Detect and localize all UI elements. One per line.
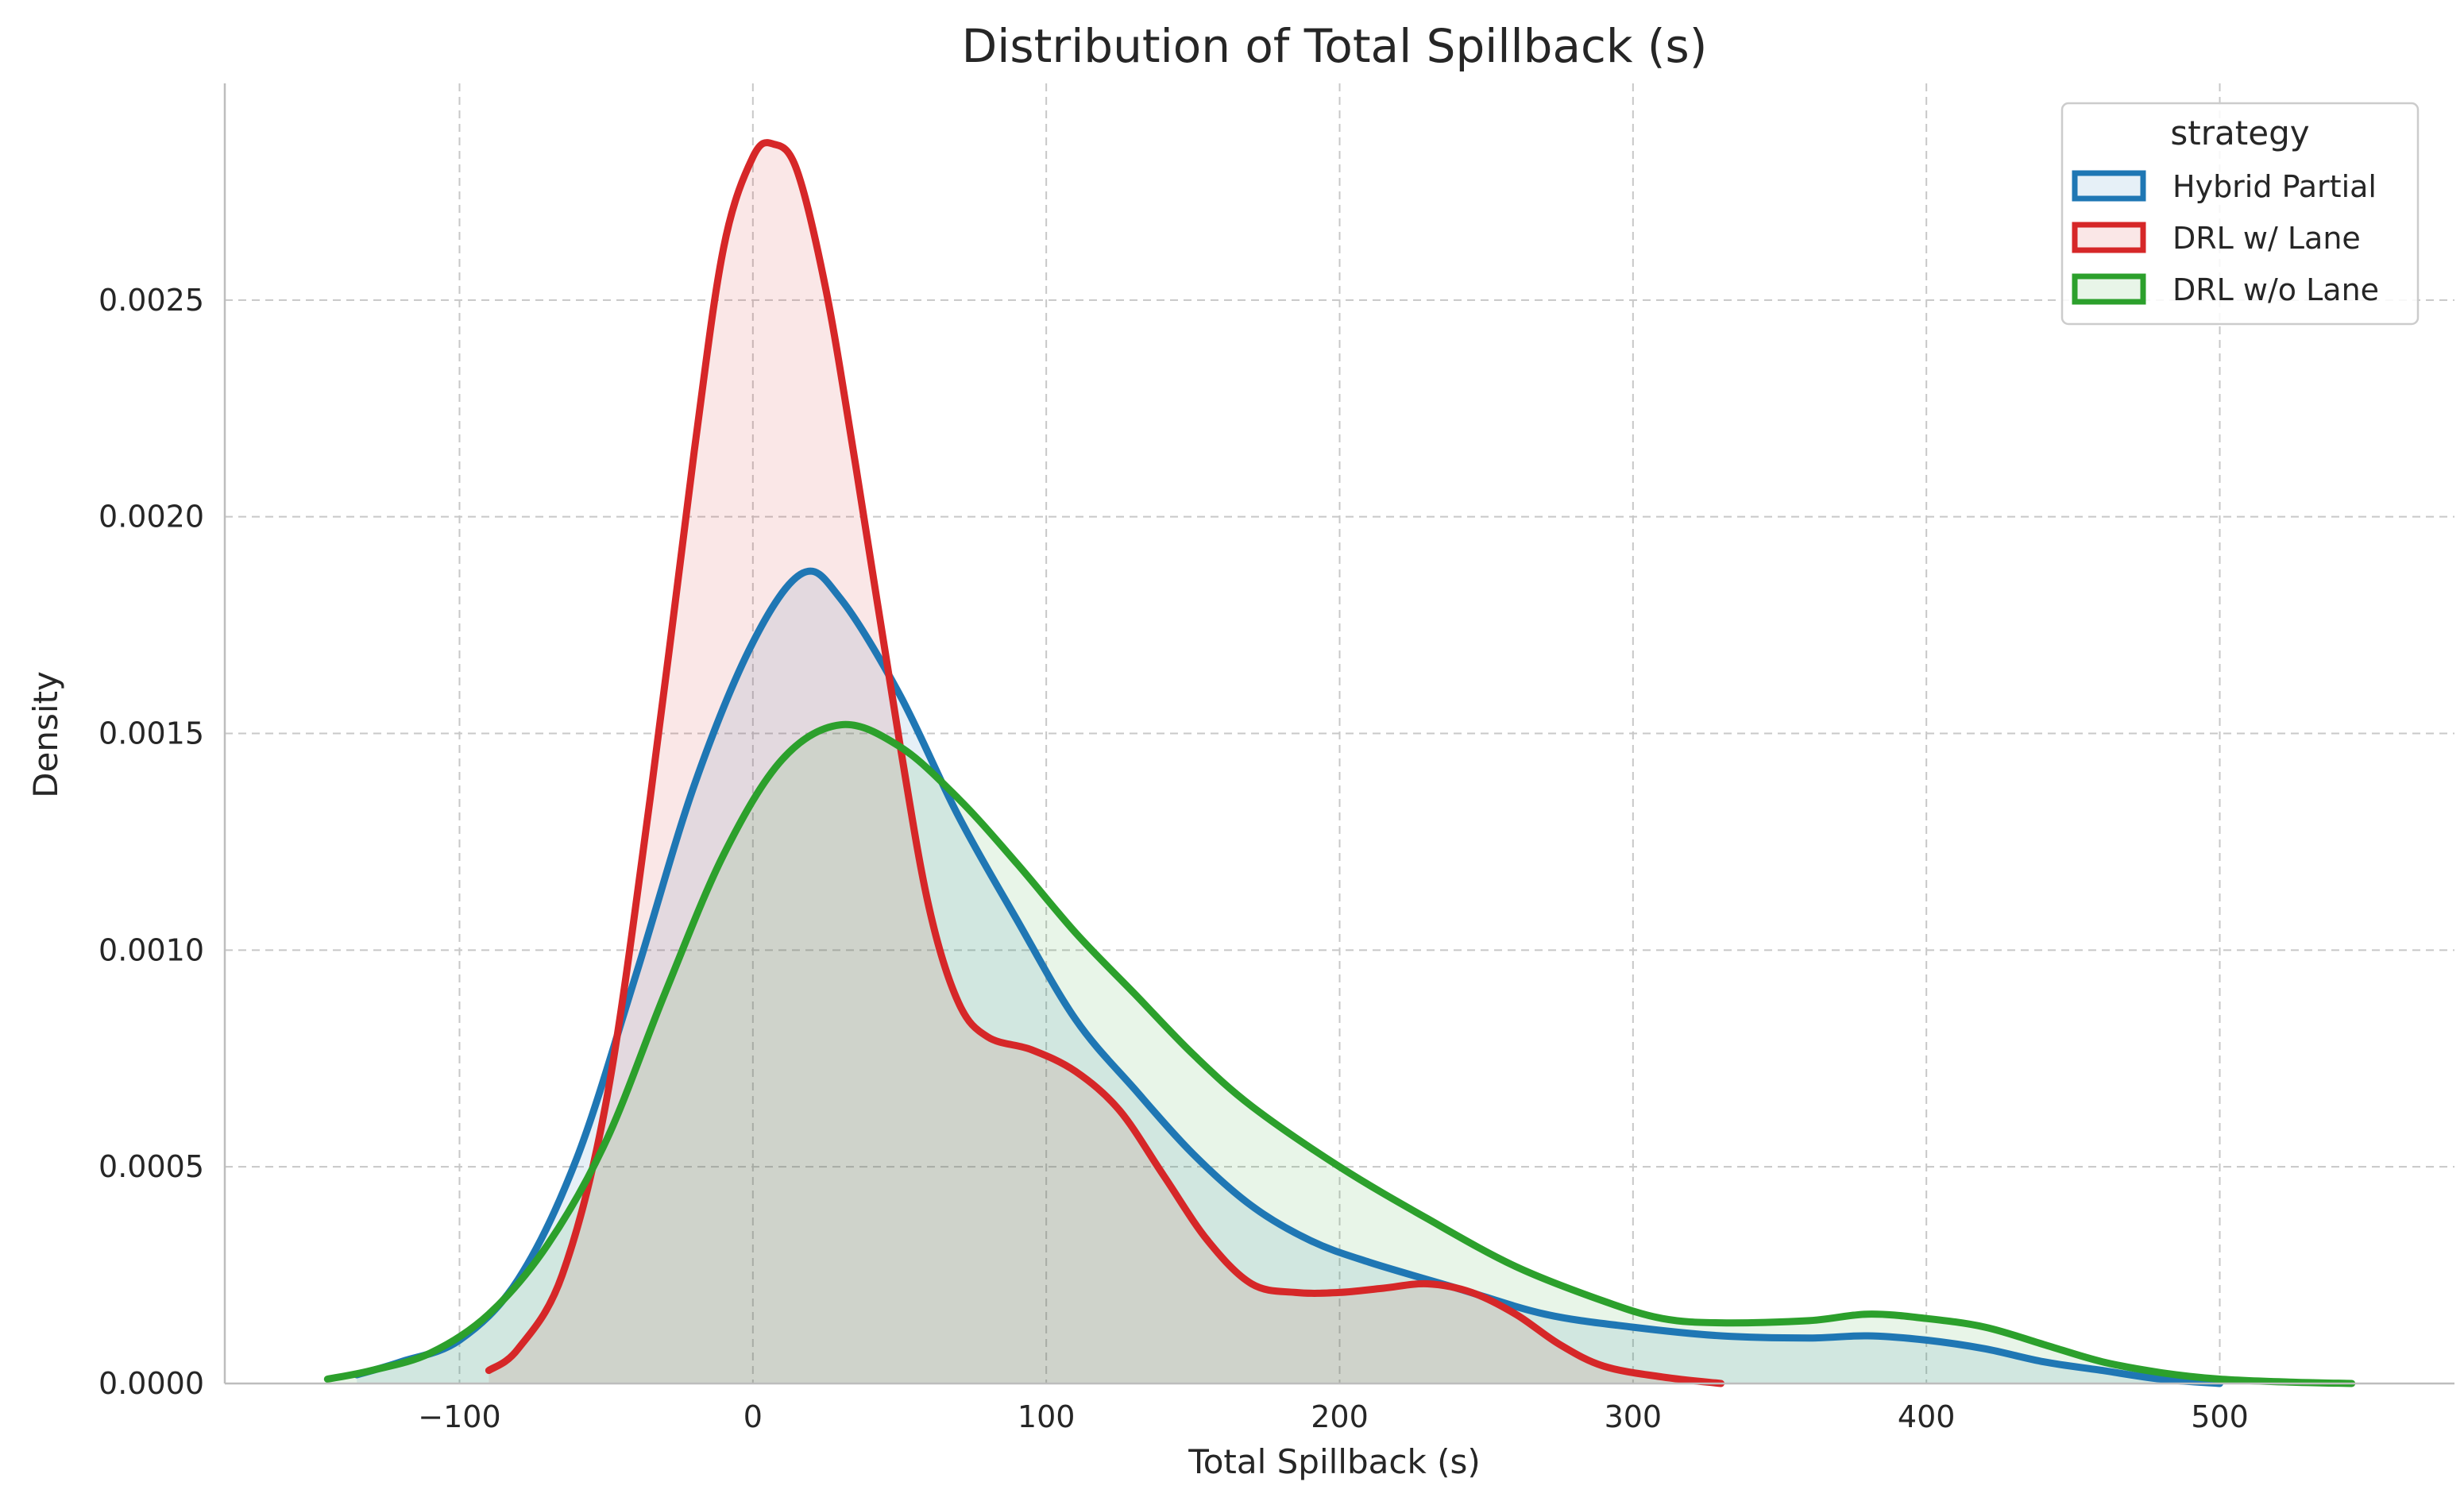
y-tick-label: 0.0010 [98,932,204,967]
legend-items: Hybrid Partial DRL w/ Lane DRL w/o Lane [2072,169,2379,307]
x-tick-label: 400 [1898,1399,1956,1434]
area-hybrid-partial [357,571,2220,1383]
legend-box [2060,102,2420,326]
chart-title: Distribution of Total Spillback (s) [962,19,1708,73]
legend-label-hybrid-partial: Hybrid Partial [2172,169,2377,204]
x-tick-label: 0 [743,1399,763,1434]
legend-swatch-hybrid-partial [2072,170,2146,202]
line-drl-w-o-lane [323,720,2356,1387]
y-tick-label: 0.0005 [98,1149,204,1184]
x-axis-label: Total Spillback (s) [1188,1442,1481,1481]
series-lines [323,139,2356,1387]
area-fills [327,142,2352,1383]
x-tick-label: 500 [2191,1399,2249,1434]
legend-swatch-drl-w-lane [2072,222,2146,253]
legend: strategy Hybrid Partial DRL w/ Lane DRL w/… [2060,102,2420,326]
x-tick-label: −100 [418,1399,500,1434]
y-ticks: 0.0000 0.0005 0.0010 0.0015 0.0020 0.0025 [98,283,204,1401]
x-ticks: −100 0 100 200 300 400 500 [418,1399,2249,1434]
area-drl-w-o-lane [327,724,2352,1383]
x-tick-label: 100 [1018,1399,1076,1434]
y-tick-label: 0.0000 [98,1366,204,1401]
y-axis-label: Density [26,671,65,798]
line-hybrid-partial [353,567,2223,1387]
x-tick-label: 200 [1311,1399,1369,1434]
legend-title: strategy [2170,114,2309,152]
area-drl-w-lane [489,142,1721,1383]
y-tick-label: 0.0025 [98,283,204,318]
legend-label-drl-w-o-lane: DRL w/o Lane [2172,272,2379,307]
y-tick-label: 0.0015 [98,716,204,751]
y-tick-label: 0.0020 [98,500,204,534]
line-drl-w-lane [485,139,1725,1387]
legend-label-drl-w-lane: DRL w/ Lane [2172,221,2361,256]
x-tick-label: 300 [1605,1399,1663,1434]
legend-swatch-drl-w-o-lane [2072,273,2146,305]
